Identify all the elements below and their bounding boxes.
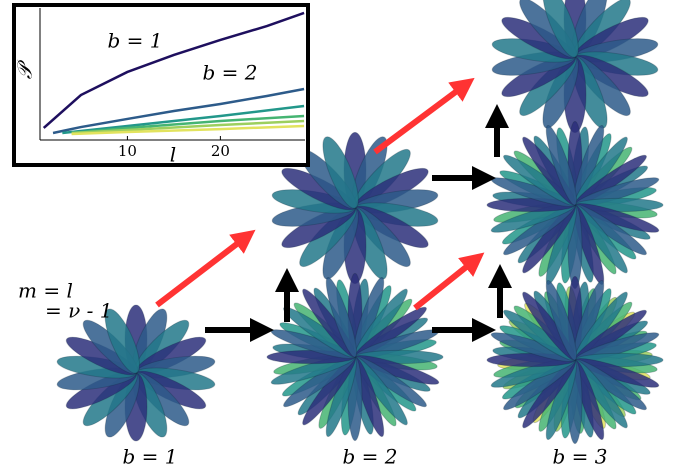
flower (486, 275, 664, 445)
arrows (155, 77, 512, 342)
annotation: b = 1 (108, 29, 163, 53)
flower (271, 131, 439, 285)
column-label: b = 2 (343, 445, 398, 469)
relation: = ν - 1 (45, 299, 112, 323)
column-label: b = 1 (123, 445, 178, 469)
x-tick-label: 20 (211, 142, 230, 160)
petal (542, 0, 579, 58)
flower (266, 272, 444, 442)
relation: m = l (18, 279, 73, 303)
inset-frame (12, 3, 310, 167)
series-line (62, 104, 305, 135)
petal (545, 124, 578, 206)
series-line (71, 124, 305, 136)
flower (486, 120, 664, 290)
petal (545, 279, 578, 361)
annotation: b = 2 (203, 61, 258, 85)
flowers (56, 0, 664, 445)
flower (491, 0, 659, 134)
flower (56, 304, 216, 442)
arrow (155, 229, 256, 308)
inset-chart: 𝒫 l b = 1 b = 2 10 20 (13, 8, 305, 167)
petal (325, 276, 358, 358)
series-line (71, 119, 305, 135)
column-label: b = 3 (553, 445, 608, 469)
petal (104, 308, 140, 374)
series-line (52, 87, 305, 135)
x-tick-label: 10 (118, 142, 137, 160)
x-label: l (170, 143, 176, 167)
arrow (373, 77, 475, 155)
petal (322, 136, 359, 209)
series-line (42, 11, 305, 129)
arrow (413, 252, 485, 311)
